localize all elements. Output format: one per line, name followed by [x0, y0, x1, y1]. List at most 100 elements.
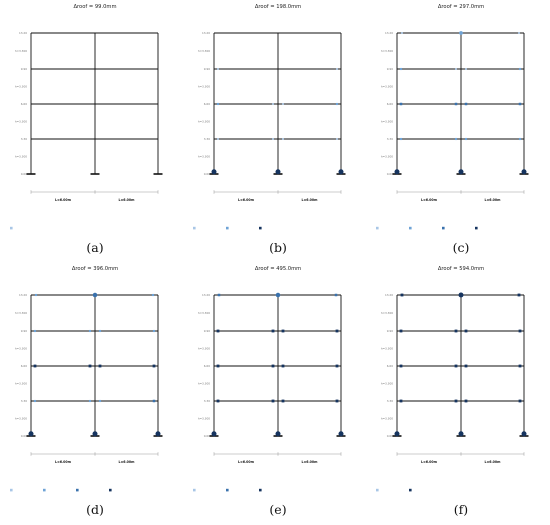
- plastic-hinge-marker: [401, 294, 404, 297]
- story-height-label: h=3.300: [381, 49, 393, 53]
- plastic-hinge-marker: [336, 138, 338, 140]
- plastic-hinge-marker: [519, 400, 522, 403]
- plastic-hinge-marker: [217, 138, 219, 140]
- floor-level-label: 6.60: [204, 364, 210, 368]
- story-height-label: h=3.300: [15, 49, 27, 53]
- plastic-hinge-marker: [336, 68, 338, 70]
- plastic-hinge-marker: [336, 365, 339, 368]
- plastic-hinge-marker: [99, 365, 102, 368]
- plastic-hinge-marker: [34, 330, 36, 332]
- plastic-hinge-marker: [519, 68, 521, 70]
- plastic-hinge-marker: [211, 169, 216, 174]
- plastic-hinge-marker: [275, 169, 280, 174]
- plastic-hinge-marker: [465, 330, 468, 333]
- floor-level-label: 3.30: [204, 137, 210, 141]
- plastic-hinge-marker: [276, 293, 281, 298]
- legend-swatch: [475, 227, 478, 230]
- bay-length-label: L=6.00m: [55, 198, 72, 202]
- plastic-hinge-marker: [282, 138, 284, 140]
- floor-level-label: 0.00: [21, 434, 27, 438]
- floor-level-label: 13.20: [19, 293, 27, 297]
- story-height-label: h=3.300: [381, 311, 393, 315]
- legend-swatch: [226, 227, 229, 230]
- plastic-hinge-marker: [465, 365, 468, 368]
- panel-label: (b): [269, 240, 287, 255]
- story-height-label: h=3.300: [198, 417, 210, 421]
- legend-swatch: [376, 489, 379, 492]
- story-height-label: h=3.300: [198, 311, 210, 315]
- plastic-hinge-marker: [152, 294, 154, 296]
- plastic-hinge-marker: [282, 365, 285, 368]
- plastic-hinge-marker: [282, 103, 284, 105]
- floor-level-label: 9.90: [21, 329, 27, 333]
- story-height-label: h=3.300: [198, 120, 210, 124]
- floor-level-label: 3.30: [387, 137, 393, 141]
- plastic-hinge-marker: [336, 103, 338, 105]
- floor-level-label: 0.00: [204, 172, 210, 176]
- story-height-label: h=3.300: [15, 347, 27, 351]
- legend-swatch: [409, 489, 412, 492]
- legend-swatch: [409, 227, 412, 230]
- plastic-hinge-marker: [338, 431, 343, 436]
- plastic-hinge-marker: [272, 330, 275, 333]
- bay-length-label: L=6.00m: [302, 198, 319, 202]
- bay-length-label: L=6.00m: [421, 460, 438, 464]
- floor-level-label: 9.90: [387, 67, 393, 71]
- plastic-hinge-marker: [99, 400, 101, 402]
- plastic-hinge-marker: [89, 365, 92, 368]
- bay-length-label: L=6.00m: [238, 460, 255, 464]
- legend-swatch: [376, 227, 379, 230]
- floor-level-label: 6.60: [204, 102, 210, 106]
- plastic-hinge-marker: [282, 330, 285, 333]
- plastic-hinge-marker: [282, 400, 285, 403]
- plastic-hinge-marker: [335, 294, 338, 297]
- floor-level-label: 0.00: [204, 434, 210, 438]
- plastic-hinge-marker: [394, 431, 399, 436]
- panel-label: (c): [453, 240, 470, 255]
- plastic-hinge-marker: [400, 400, 403, 403]
- legend-swatch: [109, 489, 112, 492]
- panel: Δroof = 396.0mm 0.00 3.30 6.60 9.90 13.20 h=3.…: [10, 266, 163, 517]
- story-height-label: h=3.300: [198, 155, 210, 159]
- story-height-label: h=3.300: [15, 417, 27, 421]
- plastic-hinge-marker: [218, 294, 221, 297]
- floor-level-label: 9.90: [387, 329, 393, 333]
- panel-label: (a): [86, 240, 103, 255]
- panel-title: Δroof = 99.0mm: [73, 4, 116, 10]
- plastic-hinge-marker: [455, 68, 457, 70]
- legend-swatch: [10, 227, 13, 230]
- plastic-hinge-marker: [518, 32, 520, 34]
- plastic-hinge-marker: [272, 103, 274, 105]
- plastic-hinge-marker: [465, 400, 468, 403]
- floor-level-label: 13.20: [202, 293, 210, 297]
- floor-level-label: 3.30: [21, 399, 27, 403]
- plastic-hinge-marker: [400, 365, 403, 368]
- panel: Δroof = 297.0mm 0.00 3.30 6.60 9.90 13.20 h=3.…: [376, 4, 529, 255]
- floor-level-label: 3.30: [21, 137, 27, 141]
- legend-swatch: [259, 489, 262, 492]
- story-height-label: h=3.300: [15, 311, 27, 315]
- story-height-label: h=3.300: [381, 417, 393, 421]
- plastic-hinge-marker: [217, 400, 220, 403]
- legend-swatch: [226, 489, 229, 492]
- legend-swatch: [76, 489, 79, 492]
- plastic-hinge-marker: [465, 68, 467, 70]
- story-height-label: h=3.300: [15, 120, 27, 124]
- legend-swatch: [193, 227, 196, 230]
- panel-label: (f): [454, 502, 468, 517]
- plastic-hinge-marker: [272, 400, 275, 403]
- bay-length-label: L=6.00m: [119, 198, 136, 202]
- floor-level-label: 3.30: [204, 399, 210, 403]
- plastic-hinge-marker: [336, 400, 339, 403]
- plastic-hinge-marker: [211, 431, 216, 436]
- plastic-hinge-marker: [35, 294, 37, 296]
- floor-level-label: 6.60: [21, 364, 27, 368]
- plastic-hinge-marker: [458, 292, 463, 297]
- plastic-hinge-marker: [217, 330, 220, 333]
- story-height-label: h=3.300: [198, 347, 210, 351]
- floor-level-label: 13.20: [385, 293, 393, 297]
- plastic-hinge-marker: [400, 330, 403, 333]
- plastic-hinge-marker: [455, 400, 458, 403]
- plastic-hinge-marker: [89, 400, 91, 402]
- plastic-hinge-marker: [93, 293, 98, 298]
